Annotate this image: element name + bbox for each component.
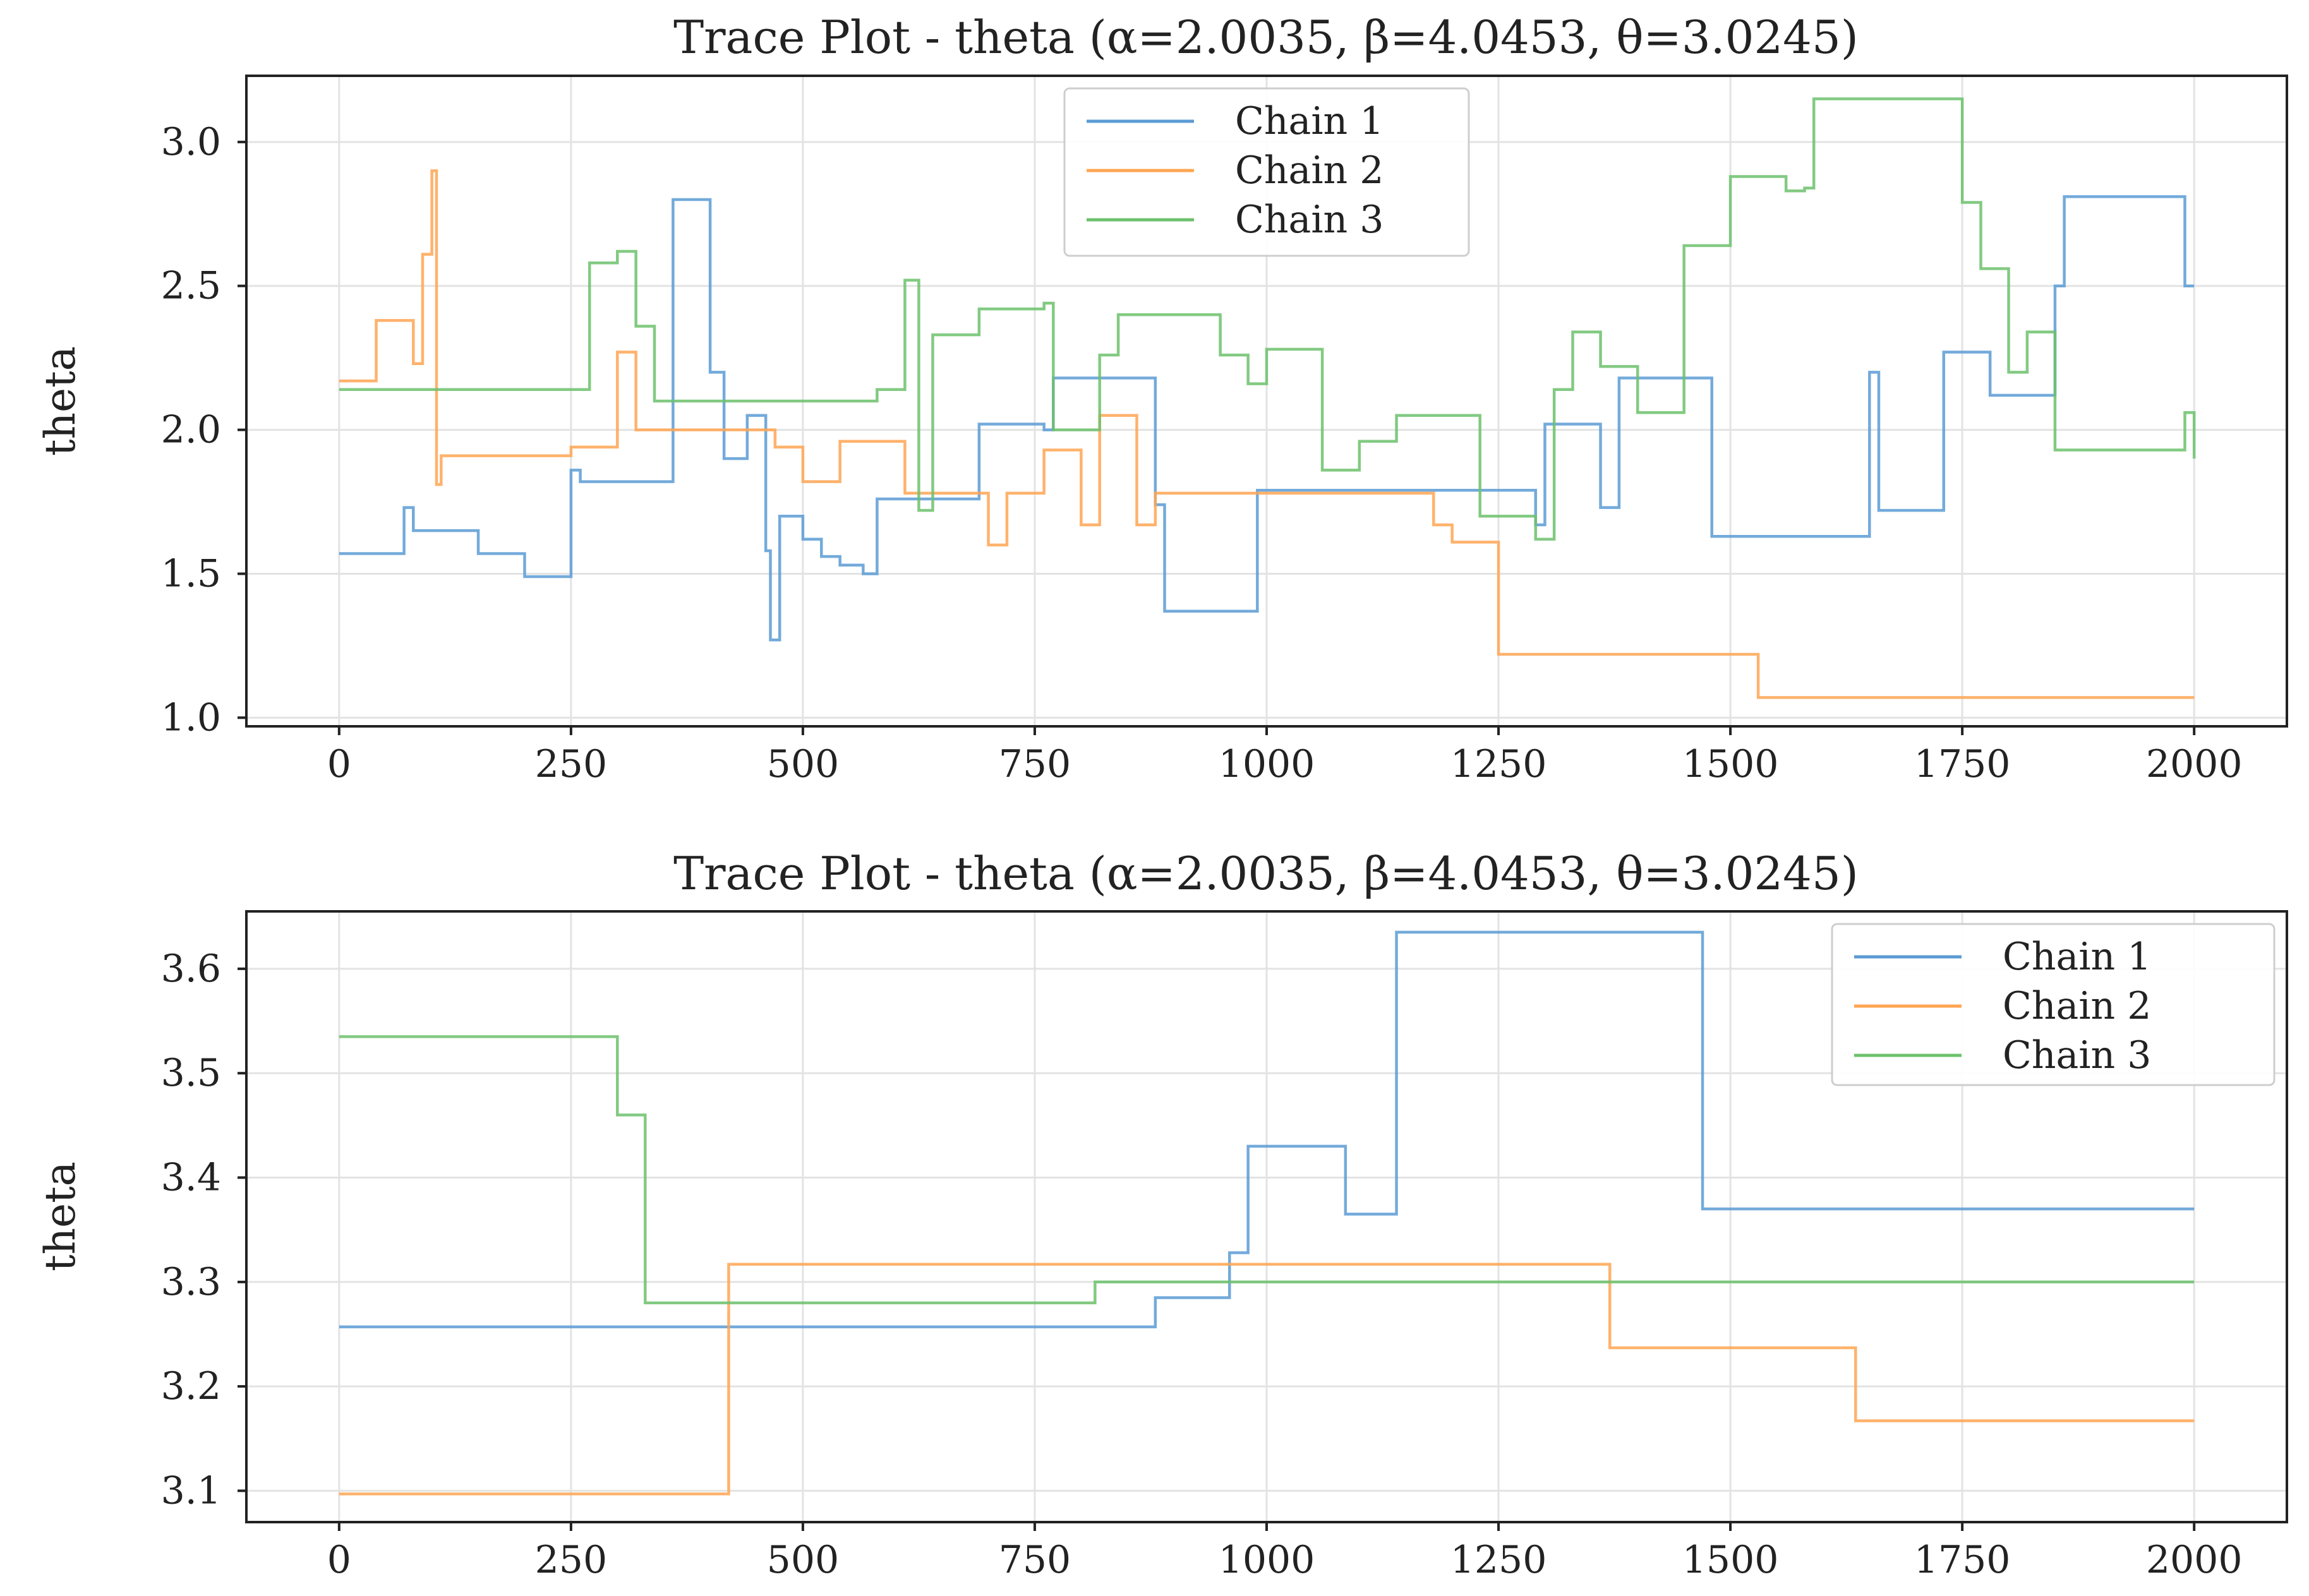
top-y-axis-label: theta (36, 346, 85, 456)
bottom-x-tick-label: 2000 (2146, 1538, 2243, 1582)
top-series-chain-3 (339, 97, 2196, 541)
bottom-y-tick-label: 3.5 (161, 1051, 221, 1095)
top-y-axis: 1.0 1.5 2.0 2.5 3.0 (161, 120, 246, 740)
bottom-y-tick-label: 3.1 (161, 1468, 221, 1513)
bottom-y-axis: 3.1 3.2 3.3 3.4 3.5 3.6 (161, 947, 246, 1513)
top-x-tick-label: 1000 (1219, 742, 1315, 786)
top-x-tick-label: 1500 (1682, 742, 1779, 786)
bottom-y-axis-label: theta (36, 1161, 85, 1271)
top-series-chain-1 (339, 195, 2195, 642)
top-legend-label-chain-3: Chain 3 (1235, 198, 1384, 242)
top-y-tick-label: 1.0 (161, 695, 221, 740)
top-y-tick-label: 1.5 (161, 551, 221, 596)
top-y-tick-label: 2.5 (161, 264, 221, 308)
bottom-legend: Chain 1 Chain 2 Chain 3 (1831, 923, 2276, 1086)
top-trace-panel: Trace Plot - theta (α=2.0035, β=4.0453, … (36, 11, 2288, 786)
bottom-y-tick-label: 3.4 (161, 1156, 221, 1200)
bottom-x-tick-label: 1750 (1914, 1538, 2011, 1582)
top-x-tick-label: 0 (327, 742, 351, 786)
bottom-x-tick-label: 250 (535, 1538, 608, 1582)
bottom-y-tick-label: 3.3 (161, 1260, 221, 1304)
bottom-trace-panel: Trace Plot - theta (α=2.0035, β=4.0453, … (36, 847, 2288, 1582)
bottom-legend-label-chain-2: Chain 2 (2003, 984, 2151, 1028)
top-legend-label-chain-2: Chain 2 (1235, 148, 1384, 193)
bottom-x-tick-label: 750 (999, 1538, 1071, 1582)
bottom-y-tick-label: 3.2 (161, 1364, 221, 1408)
bottom-series-group (339, 930, 2195, 1496)
top-y-tick-label: 3.0 (161, 120, 221, 164)
top-series-chain-2 (339, 169, 2195, 699)
bottom-series-chain-3 (339, 1035, 2195, 1305)
top-x-axis: 0 250 500 750 1000 1250 1500 1750 2000 (327, 726, 2243, 786)
bottom-x-tick-label: 0 (327, 1538, 351, 1582)
bottom-legend-label-chain-3: Chain 3 (2003, 1033, 2151, 1077)
top-x-tick-label: 2000 (2146, 742, 2243, 786)
top-chart-title: Trace Plot - theta (α=2.0035, β=4.0453, … (673, 11, 1859, 64)
top-legend-box (1063, 87, 1470, 257)
bottom-legend-label-chain-1: Chain 1 (2003, 935, 2151, 979)
bottom-y-tick-label: 3.6 (161, 947, 221, 991)
bottom-series-chain-1 (339, 930, 2195, 1329)
top-x-tick-label: 500 (767, 742, 840, 786)
top-legend-label-chain-1: Chain 1 (1235, 99, 1384, 143)
top-x-tick-label: 750 (999, 742, 1071, 786)
top-x-tick-label: 1250 (1450, 742, 1547, 786)
top-legend: Chain 1 Chain 2 Chain 3 (1063, 87, 1470, 257)
bottom-legend-box (1831, 923, 2276, 1086)
bottom-x-tick-label: 1500 (1682, 1538, 1779, 1582)
top-series-group (339, 97, 2196, 699)
bottom-x-tick-label: 500 (767, 1538, 840, 1582)
top-x-tick-label: 1750 (1914, 742, 2011, 786)
bottom-series-chain-2 (339, 1263, 2195, 1496)
bottom-x-tick-label: 1000 (1219, 1538, 1315, 1582)
bottom-x-axis: 0 250 500 750 1000 1250 1500 1750 2000 (327, 1522, 2243, 1582)
top-y-tick-label: 2.0 (161, 408, 221, 452)
bottom-x-tick-label: 1250 (1450, 1538, 1547, 1582)
bottom-chart-title: Trace Plot - theta (α=2.0035, β=4.0453, … (673, 847, 1859, 900)
top-x-tick-label: 250 (535, 742, 608, 786)
